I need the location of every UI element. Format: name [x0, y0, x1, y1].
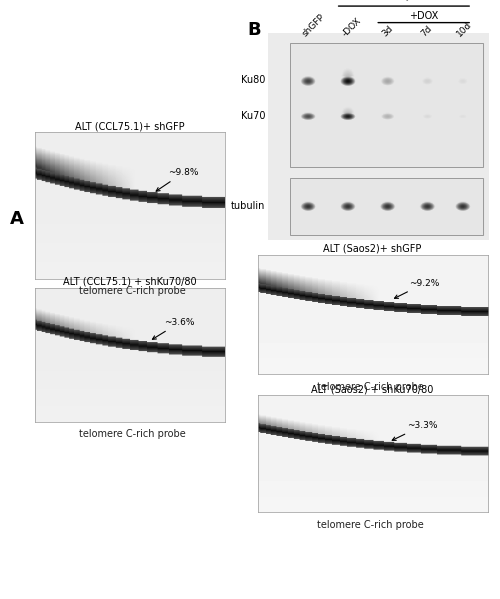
Text: telomere C-rich probe: telomere C-rich probe [79, 429, 186, 440]
Text: -DOX: -DOX [340, 16, 362, 38]
Text: Ku80: Ku80 [241, 75, 266, 86]
Title: ALT (Saos2) + shKu70/80: ALT (Saos2) + shKu70/80 [312, 385, 434, 395]
Text: +DOX: +DOX [409, 11, 438, 20]
Text: B: B [248, 21, 261, 39]
Text: 10d: 10d [454, 20, 473, 38]
Title: ALT (Saos2)+ shGFP: ALT (Saos2)+ shGFP [324, 244, 422, 254]
Text: telomere C-rich probe: telomere C-rich probe [79, 286, 186, 296]
Text: 3d: 3d [380, 23, 394, 38]
Title: ALT (CCL75.1) + shKu70/80: ALT (CCL75.1) + shKu70/80 [63, 277, 197, 287]
Text: ~9.8%: ~9.8% [156, 168, 198, 191]
Text: 7d: 7d [420, 23, 434, 38]
Text: ~3.3%: ~3.3% [392, 421, 438, 440]
Text: ~9.2%: ~9.2% [394, 279, 440, 298]
Text: shGFP: shGFP [300, 12, 327, 38]
Title: ALT (CCL75.1)+ shGFP: ALT (CCL75.1)+ shGFP [75, 121, 185, 131]
Text: tubulin: tubulin [231, 201, 266, 210]
Text: ~3.6%: ~3.6% [152, 318, 194, 339]
Text: shKu70/80: shKu70/80 [403, 0, 448, 2]
Text: Saos2: Saos2 [360, 256, 394, 266]
Text: telomere C-rich probe: telomere C-rich probe [316, 382, 424, 392]
Text: Ku70: Ku70 [241, 111, 266, 120]
Text: A: A [10, 210, 24, 228]
Text: telomere C-rich probe: telomere C-rich probe [316, 520, 424, 530]
Bar [290, 177, 483, 235]
Bar [290, 43, 483, 167]
